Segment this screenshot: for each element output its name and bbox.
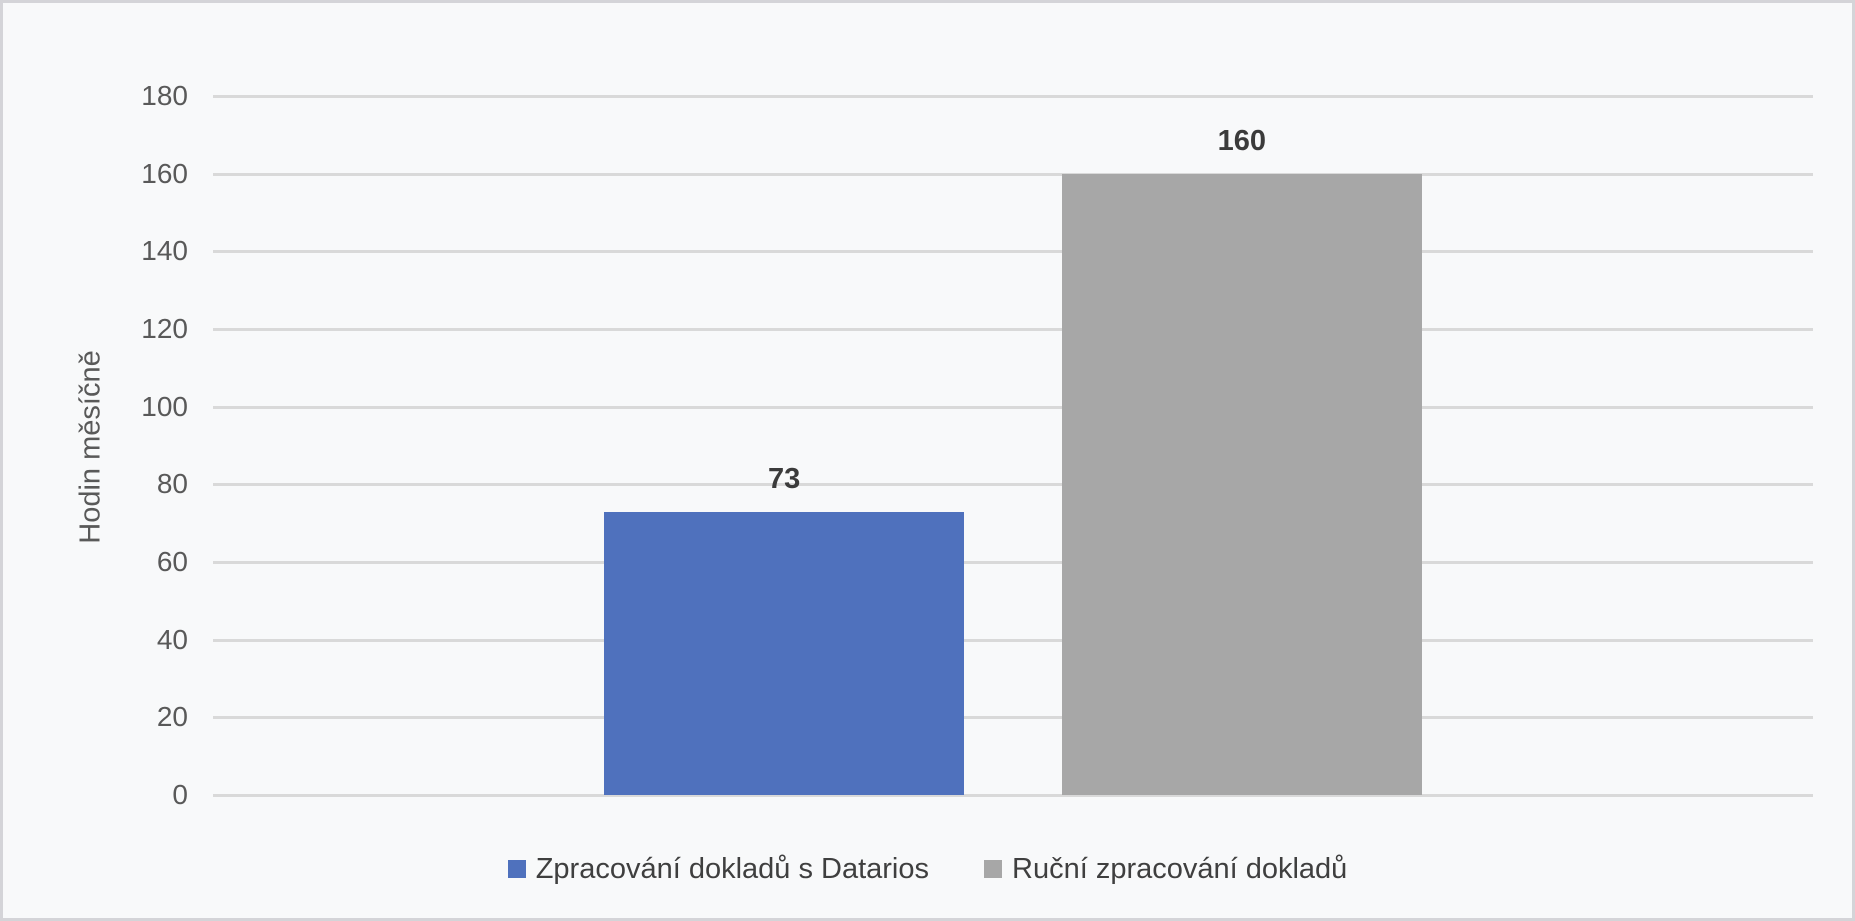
gridline-y-80 [213,483,1813,487]
y-tick-label-60: 60 [156,546,188,577]
gridline-y-20 [213,716,1813,720]
y-tick-label-160: 160 [141,157,188,189]
gridline-y-140 [213,250,1813,254]
legend-item-2: Ruční zpracování dokladů [984,852,1347,886]
gridline-y-0 [213,794,1813,797]
gridline-y-100 [213,405,1813,409]
legend-label-1: Zpracování dokladů s Datarios [535,853,929,885]
y-axis-title: Hodin měsíčně [74,350,107,544]
legend-label-2: Ruční zpracování dokladů [1012,853,1348,885]
chart-legend: Zpracování dokladů s Datarios Ruční zprac… [3,849,1852,889]
gridline-y-160 [213,172,1813,176]
y-tick-label-20: 20 [156,701,188,733]
y-tick-label-80: 80 [156,468,188,500]
bar-value-label-1: 73 [768,462,801,495]
gridline-y-180 [213,95,1813,98]
y-tick-label-0: 0 [172,779,188,810]
y-tick-label-180: 180 [141,80,188,111]
y-tick-label-100: 100 [141,390,188,422]
plot-area [213,95,1813,797]
y-tick-label-140: 140 [141,235,188,267]
bar-series-1 [604,511,965,795]
legend-item-1: Zpracování dokladů s Datarios [507,852,929,886]
bar-value-label-2: 160 [1217,124,1266,157]
legend-swatch-icon [507,860,526,878]
y-tick-label-40: 40 [156,623,188,655]
bar-series-2 [1061,173,1422,795]
gridline-y-120 [213,328,1813,331]
gridline-y-40 [213,638,1813,642]
gridline-y-60 [213,561,1813,564]
legend-swatch-icon [984,860,1002,878]
y-tick-label-120: 120 [141,313,188,344]
